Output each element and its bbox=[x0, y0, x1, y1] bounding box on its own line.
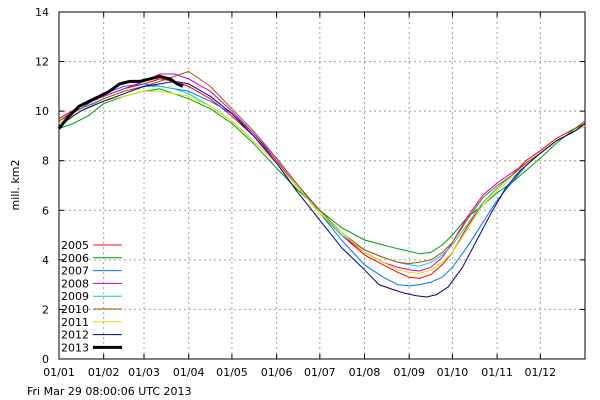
legend-label-2009: 2009 bbox=[61, 290, 89, 303]
legend-label-2008: 2008 bbox=[61, 277, 89, 290]
x-tick-label: 01/03 bbox=[128, 366, 160, 379]
y-tick-label: 10 bbox=[35, 105, 49, 118]
x-tick-label: 01/07 bbox=[304, 366, 336, 379]
legend-label-2007: 2007 bbox=[61, 265, 89, 278]
y-tick-label: 8 bbox=[42, 155, 49, 168]
x-tick-label: 01/04 bbox=[173, 366, 205, 379]
plot-area bbox=[58, 11, 586, 360]
series-line-2013 bbox=[57, 74, 184, 130]
series-line-2011 bbox=[58, 90, 586, 274]
timestamp-footer: Fri Mar 29 08:00:06 UTC 2013 bbox=[27, 385, 192, 398]
x-tick-label: 01/12 bbox=[524, 366, 556, 379]
legend-label-2006: 2006 bbox=[61, 252, 89, 265]
legend-label-2005: 2005 bbox=[61, 239, 89, 252]
legend-label-2011: 2011 bbox=[61, 316, 89, 329]
series-line-2012 bbox=[58, 80, 586, 298]
x-tick-label: 01/05 bbox=[216, 366, 248, 379]
series-line-2010 bbox=[58, 71, 586, 265]
x-axis-ticks: 01/01 01/02 01/03 01/04 01/05 01/06 01/07 01/08… bbox=[43, 12, 556, 379]
x-tick-label: 01/02 bbox=[88, 366, 120, 379]
x-tick-label: 01/09 bbox=[393, 366, 425, 379]
y-tick-label: 2 bbox=[42, 303, 49, 316]
series-lines bbox=[57, 71, 586, 298]
y-axis-ticks: 0 2 4 6 8 10 12 14 bbox=[35, 6, 585, 366]
y-tick-label: 0 bbox=[42, 353, 49, 366]
y-tick-label: 6 bbox=[42, 204, 49, 217]
legend-label-2013: 2013 bbox=[61, 341, 89, 354]
x-tick-label: 01/10 bbox=[437, 366, 469, 379]
x-tick-label: 01/01 bbox=[43, 366, 75, 379]
y-tick-label: 14 bbox=[35, 6, 49, 19]
x-tick-label: 01/06 bbox=[261, 366, 293, 379]
y-tick-label: 4 bbox=[42, 254, 49, 267]
legend-label-2010: 2010 bbox=[61, 303, 89, 316]
y-tick-label: 12 bbox=[35, 56, 49, 69]
x-tick-label: 01/11 bbox=[481, 366, 513, 379]
y-axis-label: mill. km2 bbox=[9, 160, 22, 211]
legend-label-2012: 2012 bbox=[61, 329, 89, 342]
x-tick-label: 01/08 bbox=[349, 366, 381, 379]
